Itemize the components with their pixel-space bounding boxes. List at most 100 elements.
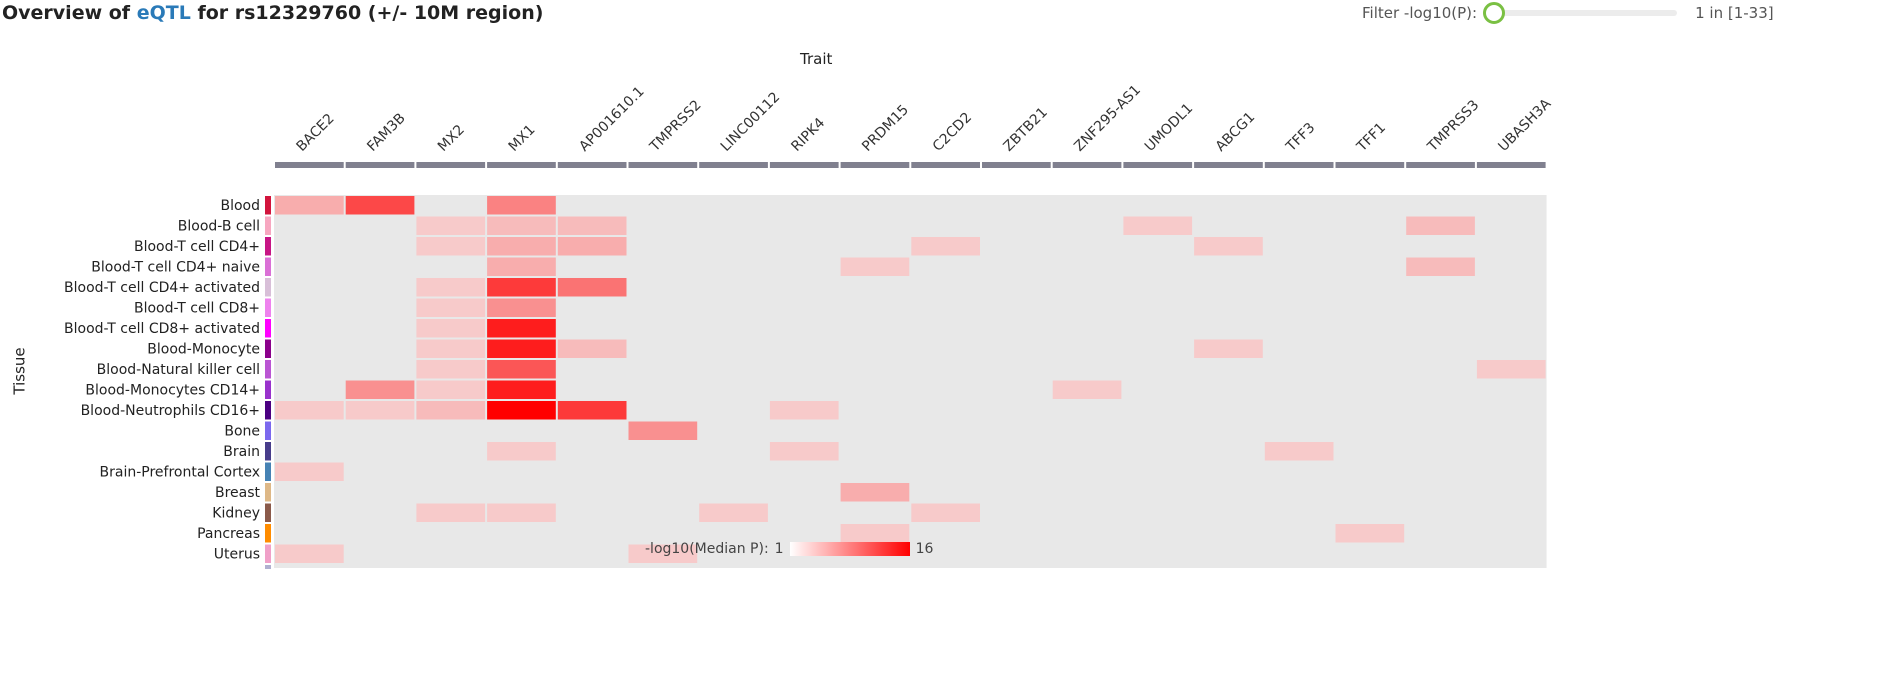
heatmap-cell[interactable] xyxy=(1335,524,1405,543)
heatmap-cell[interactable] xyxy=(1194,237,1263,256)
tissue-color-strip xyxy=(265,298,271,317)
filter-slider[interactable] xyxy=(1483,2,1678,24)
column-header-bar[interactable] xyxy=(1264,162,1334,168)
tissue-color-strip xyxy=(265,319,271,338)
column-header-bar[interactable] xyxy=(487,162,556,168)
heatmap-cell[interactable] xyxy=(416,278,486,297)
heatmap-cell[interactable] xyxy=(557,339,627,359)
row-label: Blood-T cell CD8+ activated xyxy=(64,321,260,337)
heatmap-cell[interactable] xyxy=(911,237,980,256)
column-header-bar[interactable] xyxy=(1406,162,1475,168)
heatmap-cell[interactable] xyxy=(1406,216,1475,236)
column-header-bar[interactable] xyxy=(1123,162,1193,168)
column-label: PRDM15 xyxy=(859,102,912,155)
row-label: Pancreas xyxy=(197,526,260,542)
column-header-bar[interactable] xyxy=(911,162,980,168)
heatmap-cell[interactable] xyxy=(275,462,344,482)
heatmap-cell[interactable] xyxy=(416,339,486,359)
heatmap-cell[interactable] xyxy=(487,360,556,379)
heatmap-cell[interactable] xyxy=(345,380,415,400)
heatmap-cell[interactable] xyxy=(487,401,556,420)
heatmap-cell[interactable] xyxy=(840,524,910,543)
heatmap-cell[interactable] xyxy=(416,401,486,420)
heatmap-cell[interactable] xyxy=(699,503,768,523)
column-header-bar[interactable] xyxy=(769,162,839,168)
column-header-bar[interactable] xyxy=(416,162,486,168)
heatmap-cell[interactable] xyxy=(557,278,627,297)
column-header-bar[interactable] xyxy=(840,162,910,168)
heatmap-cell[interactable] xyxy=(628,544,698,564)
heatmap-cell[interactable] xyxy=(840,483,910,502)
tissue-color-strip xyxy=(265,565,271,569)
column-header-bar[interactable] xyxy=(628,162,698,168)
row-label: Blood-Natural killer cell xyxy=(97,362,260,378)
heatmap-cell[interactable] xyxy=(487,319,556,338)
eqtl-link[interactable]: eQTL xyxy=(136,2,191,24)
column-header-bar[interactable] xyxy=(275,162,344,168)
heatmap-cell[interactable] xyxy=(487,339,556,359)
row-label: Uterus xyxy=(214,547,260,563)
column-header-bar[interactable] xyxy=(1335,162,1405,168)
heatmap-cell[interactable] xyxy=(487,380,556,400)
column-header-bar[interactable] xyxy=(1052,162,1122,168)
colorbar-legend: -log10(Median P): 1 16 xyxy=(645,541,933,557)
column-header-bar[interactable] xyxy=(557,162,627,168)
heatmap-cell[interactable] xyxy=(345,401,415,420)
heatmap-cell[interactable] xyxy=(840,257,910,277)
heatmap-cell[interactable] xyxy=(416,503,486,523)
heatmap-cell[interactable] xyxy=(557,216,627,236)
row-label: Kidney xyxy=(212,506,260,522)
column-label: MX1 xyxy=(506,122,539,155)
heatmap-cell[interactable] xyxy=(275,196,344,215)
row-label: Brain-Prefrontal Cortex xyxy=(100,465,260,481)
heatmap-cell[interactable] xyxy=(487,257,556,277)
column-header-bar[interactable] xyxy=(1476,162,1546,168)
heatmap-cell[interactable] xyxy=(487,196,556,215)
title-suffix: for rs12329760 (+/- 10M region) xyxy=(197,2,544,24)
heatmap-cell[interactable] xyxy=(416,216,486,236)
heatmap-cell[interactable] xyxy=(1123,216,1193,236)
colorbar-label: -log10(Median P): xyxy=(645,541,769,557)
column-label: RIPK4 xyxy=(788,115,828,155)
heatmap-cell[interactable] xyxy=(769,401,839,420)
heatmap-cell[interactable] xyxy=(1194,339,1263,359)
heatmap-cell[interactable] xyxy=(275,401,344,420)
heatmap-cell[interactable] xyxy=(1264,442,1334,461)
column-header-bar[interactable] xyxy=(345,162,415,168)
heatmap-cell[interactable] xyxy=(487,442,556,461)
heatmap-cell[interactable] xyxy=(487,298,556,318)
heatmap-cell[interactable] xyxy=(769,442,839,461)
heatmap-cell[interactable] xyxy=(557,401,627,420)
heatmap-cell[interactable] xyxy=(1406,257,1475,277)
tissue-color-strip xyxy=(265,237,271,256)
heatmap-cell[interactable] xyxy=(1052,380,1122,400)
column-header-bar[interactable] xyxy=(982,162,1051,168)
heatmap-cell[interactable] xyxy=(416,237,486,256)
heatmap-cell[interactable] xyxy=(628,421,698,441)
heatmap-cell[interactable] xyxy=(416,360,486,379)
heatmap-cell[interactable] xyxy=(487,237,556,256)
heatmap-cell[interactable] xyxy=(487,278,556,297)
heatmap-cell[interactable] xyxy=(416,298,486,318)
column-header-bar[interactable] xyxy=(699,162,768,168)
heatmap-cell[interactable] xyxy=(911,503,980,523)
heatmap-cell[interactable] xyxy=(487,503,556,523)
row-label: Breast xyxy=(215,485,261,501)
heatmap-cell[interactable] xyxy=(1476,360,1546,379)
tissue-color-strip xyxy=(265,380,271,399)
heatmap-cell[interactable] xyxy=(557,237,627,256)
heatmap-cell[interactable] xyxy=(487,216,556,236)
column-label: UMODL1 xyxy=(1142,100,1196,154)
tissue-color-strip xyxy=(265,216,271,235)
slider-knob[interactable] xyxy=(1483,2,1506,24)
heatmap-cell[interactable] xyxy=(416,380,486,400)
heatmap-cell[interactable] xyxy=(345,196,415,215)
column-header-bar[interactable] xyxy=(1194,162,1263,168)
tissue-color-strip xyxy=(265,462,271,481)
heatmap-background xyxy=(274,195,1547,568)
tissue-color-strip xyxy=(265,524,271,543)
heatmap-cell[interactable] xyxy=(275,544,344,564)
heatmap-cell[interactable] xyxy=(416,319,486,338)
column-label: BACE2 xyxy=(294,111,338,155)
